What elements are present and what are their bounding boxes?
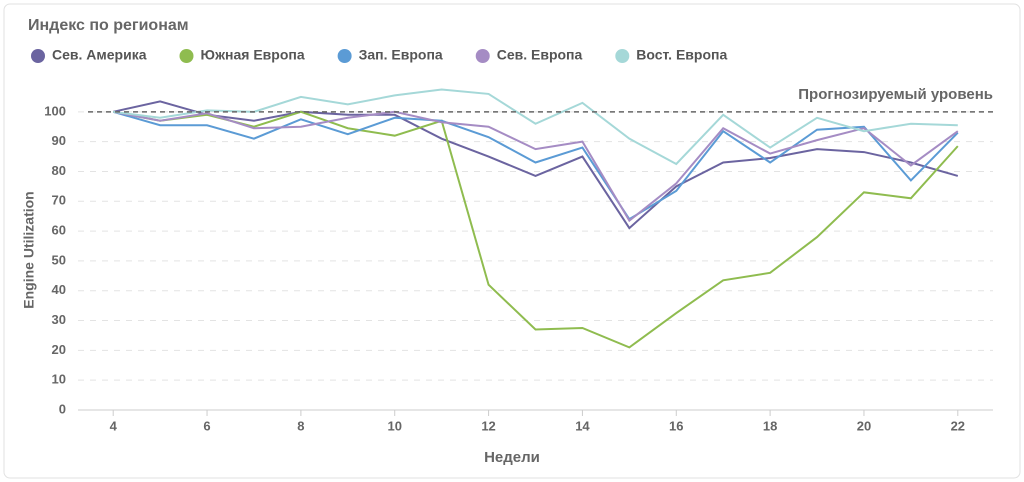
card: [3, 3, 1021, 479]
series-line: [113, 110, 959, 349]
x-tick-label: 14: [575, 418, 590, 433]
y-tick-label: 80: [52, 163, 66, 178]
x-tick-label: 10: [387, 418, 401, 433]
x-tick-label: 18: [763, 418, 777, 433]
legend-label: Южная Европа: [201, 47, 305, 63]
x-tick-label: 8: [297, 418, 304, 433]
reference-label: Прогнозируемый уровень: [798, 86, 993, 103]
x-axis-label: Недели: [484, 449, 540, 466]
legend-marker: [475, 49, 490, 63]
y-tick-label: 70: [52, 193, 66, 208]
x-tick-label: 4: [110, 418, 118, 433]
y-tick-label: 30: [52, 312, 66, 327]
x-tick-label: 6: [203, 418, 210, 433]
legend-marker: [615, 49, 630, 63]
y-tick-label: 100: [44, 103, 66, 118]
y-tick-label: 50: [52, 252, 66, 267]
y-tick-label: 60: [52, 223, 66, 238]
y-tick-label: 40: [52, 282, 66, 297]
y-tick-label: 0: [59, 401, 66, 416]
x-tick-label: 16: [669, 418, 683, 433]
y-tick-label: 10: [52, 372, 66, 387]
chart-title: Индекс по регионам: [28, 17, 189, 34]
series-line: [112, 110, 959, 221]
y-tick-label: 90: [52, 133, 66, 148]
legend-label: Сев. Америка: [52, 47, 147, 63]
series-line: [112, 100, 959, 230]
x-tick-label: 12: [481, 418, 495, 433]
legend-label: Вост. Европа: [636, 47, 727, 63]
legend-label: Сев. Европа: [497, 47, 583, 63]
x-tick-label: 20: [857, 418, 871, 433]
x-tick-label: 22: [951, 418, 965, 433]
legend-label: Зап. Европа: [359, 47, 443, 63]
legend-marker: [337, 49, 352, 63]
legend-marker: [31, 49, 45, 63]
series-line: [113, 110, 959, 223]
legend-marker: [179, 49, 194, 63]
y-tick-label: 20: [52, 342, 66, 357]
y-axis-label: Engine Utilization: [21, 191, 37, 308]
